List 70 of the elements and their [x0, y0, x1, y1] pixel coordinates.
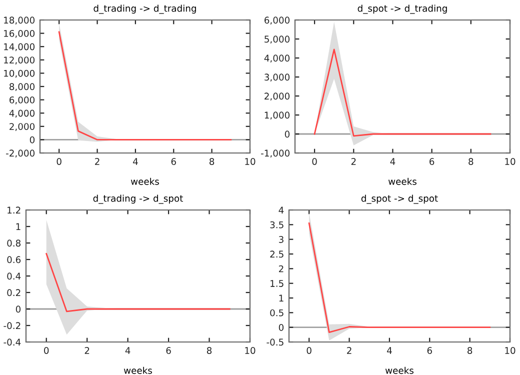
y-tick-label: 3: [279, 236, 284, 243]
x-tick-label: 0: [312, 158, 317, 165]
x-tick-label: 2: [347, 347, 352, 354]
y-tick-label: 5,000: [264, 36, 290, 44]
y-tick-label: 0.8: [7, 240, 21, 247]
y-tick-label: 2.5: [270, 250, 284, 258]
x-tick-label: 0: [306, 347, 312, 354]
y-tick-label: 1: [16, 223, 20, 230]
x-axis-title: weeks: [124, 366, 152, 374]
x-tick-label: 6: [166, 347, 171, 354]
x-tick-label: 4: [132, 158, 138, 165]
y-tick-label: -1,000: [261, 150, 290, 158]
y-tick-label: 6,000: [264, 16, 290, 25]
y-tick-label: 0: [278, 324, 284, 331]
x-tick-label: 8: [468, 347, 472, 354]
y-tick-label: 0: [30, 136, 35, 144]
x-tick-label: 10: [505, 158, 516, 165]
x-tick-label: 10: [505, 347, 516, 354]
y-tick-label: 12,000: [4, 56, 35, 64]
y-tick-label: -0.2: [4, 322, 20, 330]
y-tick-label: 4,000: [9, 110, 35, 118]
x-tick-label: 8: [210, 158, 214, 165]
chart-title: d_spot -> d_spot: [361, 194, 438, 204]
y-tick-label: 1.2: [8, 206, 20, 214]
y-tick-label: 4: [278, 206, 284, 214]
x-tick-label: 4: [125, 347, 130, 354]
x-tick-label: 6: [430, 158, 434, 165]
x-tick-label: 8: [206, 347, 212, 354]
chart-title: d_trading -> d_spot: [93, 194, 183, 204]
chart-title: d_spot -> d_trading: [358, 4, 447, 14]
y-tick-label: -0.4: [4, 338, 21, 346]
x-tick-label: 2: [95, 158, 100, 165]
y-tick-label: 0.6: [7, 256, 21, 264]
x-tick-label: 8: [468, 158, 474, 165]
x-tick-label: 4: [390, 158, 396, 165]
y-tick-label: 14,000: [4, 43, 35, 52]
x-tick-label: 10: [245, 347, 256, 354]
x-tick-label: 6: [427, 347, 432, 354]
y-tick-label: 2,000: [10, 123, 35, 131]
y-tick-label: 0: [284, 130, 290, 138]
x-tick-label: 2: [351, 158, 356, 165]
y-tick-label: 16,000: [4, 30, 35, 38]
x-axis-title: weeks: [388, 178, 416, 185]
y-tick-label: 4,000: [264, 54, 290, 63]
y-tick-label: 10,000: [4, 70, 35, 78]
y-tick-label: -2,000: [6, 150, 35, 158]
x-tick-label: 4: [386, 347, 392, 354]
x-tick-label: 2: [84, 347, 90, 354]
x-axis-title: weeks: [130, 178, 159, 185]
x-tick-label: 0: [56, 158, 62, 165]
y-tick-label: 18,000: [4, 16, 35, 25]
y-tick-label: 0.5: [270, 309, 284, 316]
y-tick-label: 1,000: [264, 112, 290, 120]
y-tick-label: 3.5: [270, 221, 284, 228]
y-tick-label: 2: [278, 265, 284, 272]
x-axis-title: weeks: [385, 366, 414, 374]
x-tick-label: 0: [44, 347, 49, 354]
y-tick-label: 0: [16, 306, 21, 313]
y-tick-label: 2,000: [264, 92, 290, 101]
y-tick-label: 0.2: [7, 289, 20, 296]
y-tick-label: 0.4: [7, 272, 21, 280]
x-tick-label: 6: [171, 158, 176, 165]
y-tick-label: 6,000: [10, 96, 35, 104]
y-tick-label: 1.5: [270, 280, 284, 287]
y-tick-label: 8,000: [10, 83, 35, 92]
y-tick-label: -0.5: [266, 338, 284, 346]
x-tick-label: 10: [245, 158, 256, 165]
y-tick-label: 3,000: [264, 74, 290, 82]
y-tick-label: 1: [279, 294, 284, 302]
chart-title: d_trading -> d_trading: [94, 4, 196, 14]
